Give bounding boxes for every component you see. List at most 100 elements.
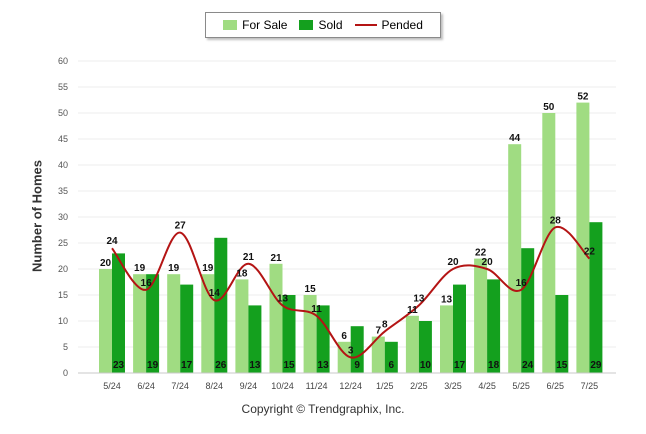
for-sale-value-label: 20 xyxy=(100,258,112,269)
for-sale-bar xyxy=(133,274,147,373)
sold-bar xyxy=(418,321,432,373)
y-tick-label: 60 xyxy=(58,56,68,66)
for-sale-value-label: 50 xyxy=(543,102,555,113)
legend-item-for-sale[interactable]: For Sale xyxy=(223,18,287,32)
sold-value-label: 15 xyxy=(283,360,295,371)
pended-value-label: 13 xyxy=(413,293,425,304)
pended-value-label: 14 xyxy=(209,288,221,299)
x-tick-label: 3/25 xyxy=(444,381,462,391)
sold-bar xyxy=(282,295,296,373)
x-tick-label: 7/24 xyxy=(171,381,189,391)
x-tick-label: 6/25 xyxy=(547,381,565,391)
legend-label-sold: Sold xyxy=(318,18,343,32)
for-sale-value-label: 15 xyxy=(305,284,317,295)
bars xyxy=(99,102,603,373)
sold-value-label: 23 xyxy=(113,360,125,371)
for-sale-value-label: 22 xyxy=(475,248,487,259)
sold-value-label: 10 xyxy=(420,360,432,371)
legend-item-sold[interactable]: Sold xyxy=(299,18,343,32)
y-tick-label: 15 xyxy=(58,290,68,300)
legend-item-pended[interactable]: Pended xyxy=(354,18,423,32)
pended-value-label: 22 xyxy=(584,247,596,258)
for-sale-value-label: 11 xyxy=(407,305,418,316)
pended-value-label: 11 xyxy=(311,304,322,315)
y-tick-label: 45 xyxy=(58,134,68,144)
sold-value-label: 26 xyxy=(215,360,227,371)
y-tick-label: 30 xyxy=(58,212,68,222)
pended-value-label: 28 xyxy=(550,215,562,226)
for-sale-value-label: 7 xyxy=(376,326,382,337)
sold-bar xyxy=(555,295,569,373)
pended-value-label: 20 xyxy=(447,257,459,268)
y-tick-label: 5 xyxy=(63,342,68,352)
legend-label-pended: Pended xyxy=(381,18,423,32)
for-sale-bar xyxy=(508,144,522,373)
for-sale-value-label: 19 xyxy=(168,263,180,274)
pended-value-label: 13 xyxy=(277,293,289,304)
pended-value-label: 21 xyxy=(243,252,255,263)
pended-series-line xyxy=(111,226,591,359)
x-tick-label: 7/25 xyxy=(581,381,599,391)
for-sale-bar xyxy=(405,315,419,373)
sold-value-label: 6 xyxy=(389,360,395,371)
for-sale-bar xyxy=(440,305,453,373)
pended-value-label: 3 xyxy=(348,345,354,356)
pended-swatch xyxy=(354,24,377,26)
sold-bar xyxy=(487,279,501,373)
for-sale-bar xyxy=(201,274,215,373)
sold-bar xyxy=(316,305,330,373)
sold-bar xyxy=(384,341,398,373)
for-sale-bar xyxy=(99,269,112,373)
sold-value-label: 29 xyxy=(590,360,602,371)
sold-value-label: 17 xyxy=(454,360,466,371)
x-tick-label: 2/25 xyxy=(410,381,428,391)
pended-value-label: 16 xyxy=(141,278,153,289)
pended-value-label: 20 xyxy=(482,257,494,268)
pended-value-label: 16 xyxy=(516,278,528,289)
y-axis-ticks: 0 5 10 15 20 25 30 35 40 45 50 55 60 xyxy=(58,56,68,378)
x-tick-label: 6/24 xyxy=(137,381,155,391)
sold-value-label: 13 xyxy=(249,360,261,371)
sold-bar xyxy=(214,237,228,373)
sold-value-label: 24 xyxy=(522,360,534,371)
for-sale-value-label: 18 xyxy=(236,268,248,279)
legend-label-for-sale: For Sale xyxy=(242,18,288,32)
y-tick-label: 0 xyxy=(63,368,68,378)
sold-swatch xyxy=(299,20,314,30)
for-sale-bar xyxy=(235,279,249,373)
for-sale-bar xyxy=(167,274,181,373)
x-tick-label: 9/24 xyxy=(240,381,258,391)
sold-value-label: 17 xyxy=(181,360,193,371)
y-tick-label: 35 xyxy=(58,186,68,196)
sold-value-label: 13 xyxy=(318,360,330,371)
sold-bar xyxy=(589,222,603,373)
y-tick-label: 25 xyxy=(58,238,68,248)
for-sale-value-label: 19 xyxy=(202,263,214,274)
for-sale-bar xyxy=(576,102,590,373)
sold-bar xyxy=(112,253,125,373)
copyright-text: Copyright © Trendgraphix, Inc. xyxy=(241,402,405,416)
y-tick-label: 50 xyxy=(58,108,68,118)
pended-value-label: 27 xyxy=(175,221,187,232)
for-sale-swatch xyxy=(223,20,238,30)
pended-value-label: 24 xyxy=(106,236,118,247)
for-sale-bar xyxy=(371,336,385,373)
x-tick-label: 5/25 xyxy=(512,381,530,391)
sold-value-label: 15 xyxy=(556,360,568,371)
x-tick-label: 12/24 xyxy=(339,381,362,391)
y-tick-label: 55 xyxy=(58,82,68,92)
y-tick-label: 20 xyxy=(58,264,68,274)
x-tick-label: 5/24 xyxy=(103,381,121,391)
data-labels: 20 23 24 19 19 16 19 17 27 19 26 14 18 13 21 21 15 13 15 13… xyxy=(100,92,602,371)
x-axis-ticks: 5/24 6/24 7/24 8/24 9/24 10/24 11/24 12/24 1/25 2… xyxy=(103,381,598,391)
for-sale-bar xyxy=(474,258,488,373)
sold-value-label: 9 xyxy=(354,360,360,371)
y-tick-label: 40 xyxy=(58,160,68,170)
for-sale-value-label: 21 xyxy=(270,253,282,264)
pended-value-label: 8 xyxy=(382,319,388,330)
y-axis-label: Number of Homes xyxy=(29,160,45,272)
for-sale-value-label: 44 xyxy=(509,133,521,144)
for-sale-value-label: 13 xyxy=(441,294,453,305)
sold-bar xyxy=(521,248,535,373)
